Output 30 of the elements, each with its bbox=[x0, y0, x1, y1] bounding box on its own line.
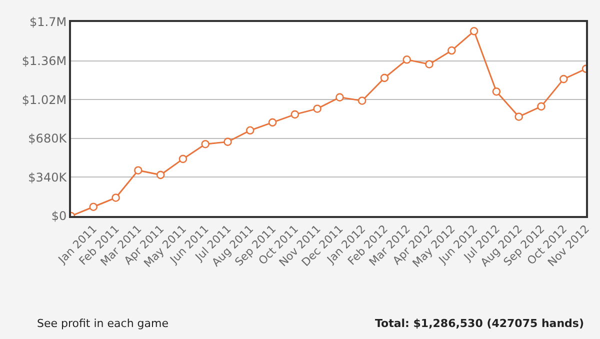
y-tick-label: $1.36M bbox=[22, 54, 67, 68]
point bbox=[134, 166, 142, 174]
point bbox=[514, 112, 523, 121]
point bbox=[470, 26, 478, 36]
point bbox=[358, 96, 366, 105]
y-tick-label: $0 bbox=[51, 209, 67, 224]
y-tick-label: $1.02M bbox=[22, 92, 67, 107]
point bbox=[537, 102, 546, 111]
point bbox=[224, 138, 232, 146]
text: Total: $1,286,530 (427075 hands) bbox=[375, 317, 584, 330]
point bbox=[156, 170, 165, 180]
point bbox=[336, 93, 344, 102]
point bbox=[402, 56, 412, 64]
text: See profit in each game bbox=[37, 317, 169, 330]
point bbox=[89, 202, 98, 212]
point bbox=[246, 126, 254, 135]
point bbox=[448, 46, 456, 55]
point bbox=[425, 60, 434, 68]
y-tick-label: $340K bbox=[28, 170, 68, 184]
point bbox=[290, 110, 300, 119]
point bbox=[201, 140, 210, 148]
point bbox=[492, 87, 501, 96]
point bbox=[112, 194, 120, 202]
point bbox=[313, 104, 322, 113]
point bbox=[559, 74, 568, 84]
point bbox=[178, 154, 188, 164]
y-tick-label: $1.7M bbox=[30, 15, 67, 30]
point bbox=[380, 74, 389, 82]
y-tick-label: $680K bbox=[28, 132, 68, 146]
point bbox=[268, 118, 277, 127]
